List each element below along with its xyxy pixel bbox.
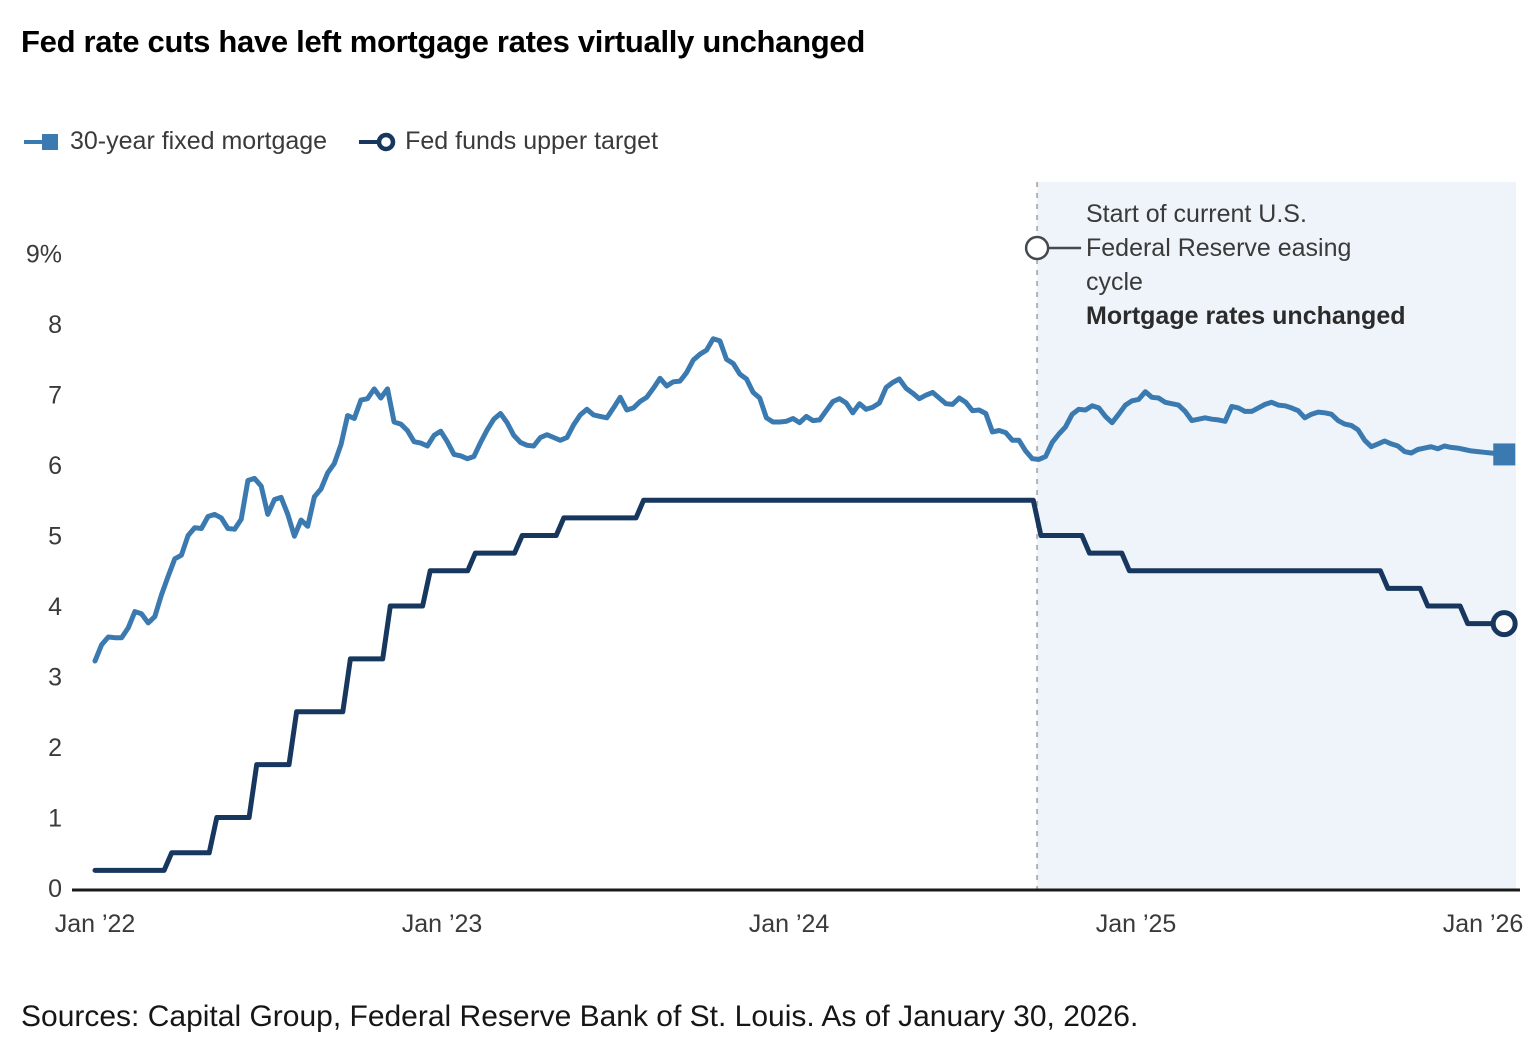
y-axis-tick-label: 6 xyxy=(48,452,62,480)
easing-annotation-line: Start of current U.S. xyxy=(1086,200,1307,228)
y-axis-tick-label: 3 xyxy=(48,664,62,692)
y-axis-tick-label: 7 xyxy=(48,382,62,410)
easing-annotation-bold-line: Mortgage rates unchanged xyxy=(1086,302,1406,330)
legend-label-mortgage: 30-year fixed mortgage xyxy=(70,127,328,155)
legend-label-fed-funds: Fed funds upper target xyxy=(405,127,659,155)
y-axis-tick-label: 5 xyxy=(48,523,62,551)
y-axis-tick-label: 2 xyxy=(48,734,62,762)
source-note: Sources: Capital Group, Federal Reserve … xyxy=(21,1000,1139,1033)
y-axis-tick-label: 4 xyxy=(48,593,62,621)
x-axis-tick-label: Jan ’24 xyxy=(749,910,830,938)
easing-annotation-line: cycle xyxy=(1086,268,1143,296)
y-axis-tick-label: 9% xyxy=(26,241,62,269)
mortgage-line xyxy=(92,336,1507,664)
easing-period-shade xyxy=(1037,182,1516,890)
fed-funds-end-marker xyxy=(1490,610,1518,638)
x-axis-tick-label: Jan ’26 xyxy=(1443,910,1524,938)
easing-annotation: Start of current U.S. Federal Reserve ea… xyxy=(1086,197,1446,333)
y-axis-tick-label: 1 xyxy=(48,805,62,833)
easing-annotation-line: Federal Reserve easing xyxy=(1086,234,1352,262)
legend: 30-year fixed mortgage Fed funds upper t… xyxy=(22,127,658,156)
fed-funds-line xyxy=(92,497,1507,873)
x-axis-tick-label: Jan ’22 xyxy=(55,910,136,938)
easing-annotation-circle-icon xyxy=(1024,235,1050,261)
mortgage-end-marker xyxy=(1493,443,1516,466)
chart-title: Fed rate cuts have left mortgage rates v… xyxy=(21,24,865,59)
mortgage-series-marker-icon xyxy=(24,133,58,150)
y-axis-tick-label: 0 xyxy=(48,875,62,903)
legend-item-fed-funds: Fed funds upper target xyxy=(357,127,658,156)
fed-funds-series-marker-icon xyxy=(359,132,396,151)
y-axis-tick-label: 8 xyxy=(48,311,62,339)
x-axis-tick-label: Jan ’23 xyxy=(402,910,483,938)
x-axis-tick-label: Jan ’25 xyxy=(1096,910,1177,938)
legend-item-mortgage: 30-year fixed mortgage xyxy=(22,127,327,156)
